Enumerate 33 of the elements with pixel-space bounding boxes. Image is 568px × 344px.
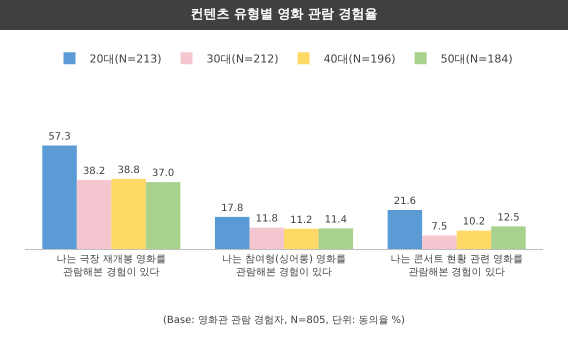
data-label: 11.8 <box>256 214 278 225</box>
legend-label: 30대(N=212) <box>206 52 279 66</box>
legend-label: 20대(N=213) <box>90 52 162 66</box>
bar <box>214 216 250 249</box>
bar <box>42 145 77 249</box>
bar <box>491 226 526 249</box>
legend-label: 50대(N=184) <box>440 52 513 66</box>
data-label: 38.8 <box>117 164 140 176</box>
data-label: 10.2 <box>462 216 486 228</box>
x-tick-label: 나는 참여형(싱어롱) 영화를 관람해본 경험이 있다 <box>222 254 346 278</box>
bar <box>249 228 284 249</box>
bar <box>284 228 319 249</box>
x-tick-label: 나는 콘서트 현황 관련 영화를 관람해본 경험이 있다 <box>390 254 524 278</box>
data-label: 7.5 <box>431 221 448 232</box>
legend-label: 40대(N=196) <box>324 52 396 66</box>
data-label: 17.8 <box>221 202 244 214</box>
bar <box>388 210 422 249</box>
bar <box>318 228 354 249</box>
data-label: 11.4 <box>324 214 347 226</box>
data-label: 21.6 <box>394 196 416 207</box>
data-label: 11.2 <box>290 214 312 226</box>
bar <box>146 182 180 249</box>
bar <box>422 235 457 249</box>
bar <box>111 178 146 249</box>
data-label: 37.0 <box>152 168 174 180</box>
chart-title: 컨텐츠 유형별 영화 관람 경험율 <box>0 0 568 30</box>
data-label: 57.3 <box>48 131 71 142</box>
data-label: 12.5 <box>497 212 520 224</box>
data-label: 38.2 <box>82 166 106 177</box>
bar <box>76 180 112 249</box>
bar <box>456 230 492 249</box>
x-tick-label: 나는 극장 재개봉 영화를 관람해본 경험이 있다 <box>56 254 166 278</box>
text: (Base: 영화관 관람 경험자, N=805, 단위: 동의율 %) <box>163 315 406 326</box>
